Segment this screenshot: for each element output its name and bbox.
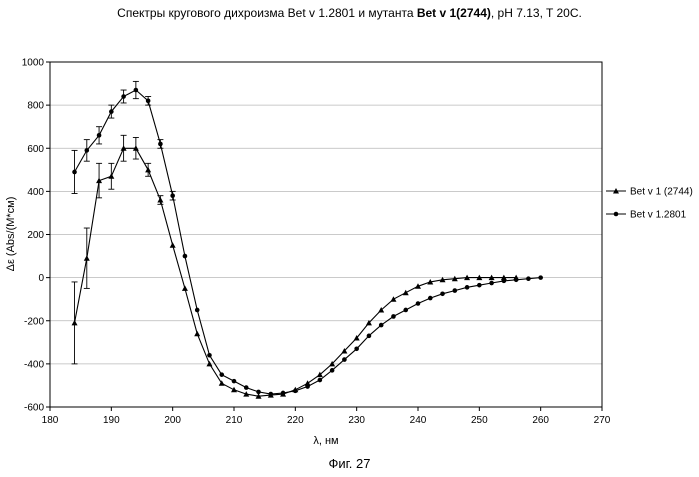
data-point: [281, 391, 286, 396]
cd-spectrum-chart: -600 -400 -200 0 200 400 600 800 1000 180 190 200 2…: [0, 0, 699, 450]
y-tick-label: 0: [38, 273, 44, 284]
data-point: [256, 390, 261, 395]
x-tick-label: 240: [410, 415, 427, 426]
data-point: [391, 314, 396, 319]
data-point: [489, 281, 494, 286]
data-point: [146, 99, 151, 104]
x-tick-label: 210: [226, 415, 243, 426]
x-tick-label: 180: [42, 415, 59, 426]
data-point: [109, 109, 114, 114]
x-tick-label: 200: [164, 415, 181, 426]
data-point: [244, 385, 249, 390]
x-tick-label: 260: [532, 415, 549, 426]
data-point: [195, 308, 200, 313]
data-point: [526, 276, 531, 281]
data-point: [428, 296, 433, 301]
y-tick-label: 200: [27, 230, 44, 241]
y-tick-label: 1000: [22, 58, 45, 69]
data-point: [305, 384, 310, 389]
data-point: [158, 142, 163, 147]
data-point: [183, 254, 188, 259]
series-layer: [72, 81, 543, 398]
data-point: [108, 173, 114, 179]
legend: Bet v 1 (2744) Bet v 1.2801: [606, 187, 693, 221]
x-axis-label: λ, нм: [313, 435, 338, 447]
data-point: [194, 331, 200, 337]
data-point: [416, 301, 421, 306]
data-point: [390, 296, 396, 302]
x-axis-ticks: 180 190 200 210 220 230 240 250 260 270: [42, 407, 611, 426]
data-point: [453, 288, 458, 293]
data-point: [84, 255, 90, 261]
data-point: [367, 334, 372, 339]
data-point: [157, 197, 163, 203]
data-point: [145, 167, 151, 173]
series-line: [75, 148, 517, 396]
gridlines: [50, 105, 602, 364]
data-point: [354, 346, 359, 351]
figure-caption: Фиг. 27: [0, 456, 699, 471]
y-tick-label: 800: [27, 101, 44, 112]
legend-label: Bet v 1.2801: [630, 210, 687, 221]
data-point: [97, 133, 102, 138]
data-point: [219, 380, 225, 386]
data-point: [440, 291, 445, 296]
y-tick-label: -400: [24, 359, 44, 370]
data-point: [170, 193, 175, 198]
data-point: [403, 308, 408, 313]
data-point: [182, 285, 188, 291]
data-point: [477, 283, 482, 288]
y-axis-label: Δε (Abs/(M*см): [5, 197, 17, 272]
data-point: [269, 392, 274, 397]
data-point: [318, 378, 323, 383]
data-point: [538, 275, 543, 280]
data-point: [342, 357, 347, 362]
data-point: [121, 94, 126, 99]
x-tick-label: 270: [594, 415, 611, 426]
data-point: [403, 290, 409, 296]
series-line: [75, 90, 541, 394]
y-tick-label: 600: [27, 144, 44, 155]
data-point: [207, 353, 212, 358]
x-tick-label: 190: [103, 415, 120, 426]
y-tick-label: 400: [27, 187, 44, 198]
data-point: [502, 279, 507, 284]
x-tick-label: 230: [348, 415, 365, 426]
data-point: [465, 285, 470, 290]
data-point: [293, 389, 298, 394]
x-tick-label: 220: [287, 415, 304, 426]
data-point: [134, 88, 139, 93]
data-point: [85, 148, 90, 153]
data-point: [379, 323, 384, 328]
y-axis-ticks: -600 -400 -200 0 200 400 600 800 1000: [22, 58, 50, 414]
data-point: [219, 372, 224, 377]
data-point: [232, 379, 237, 384]
data-point: [231, 387, 237, 393]
legend-label: Bet v 1 (2744): [630, 187, 693, 198]
data-point: [72, 170, 77, 175]
legend-marker: [614, 212, 619, 217]
data-point: [330, 368, 335, 373]
x-tick-label: 250: [471, 415, 488, 426]
y-tick-label: -200: [24, 316, 44, 327]
y-tick-label: -600: [24, 403, 44, 414]
data-point: [514, 277, 519, 282]
data-point: [170, 242, 176, 248]
